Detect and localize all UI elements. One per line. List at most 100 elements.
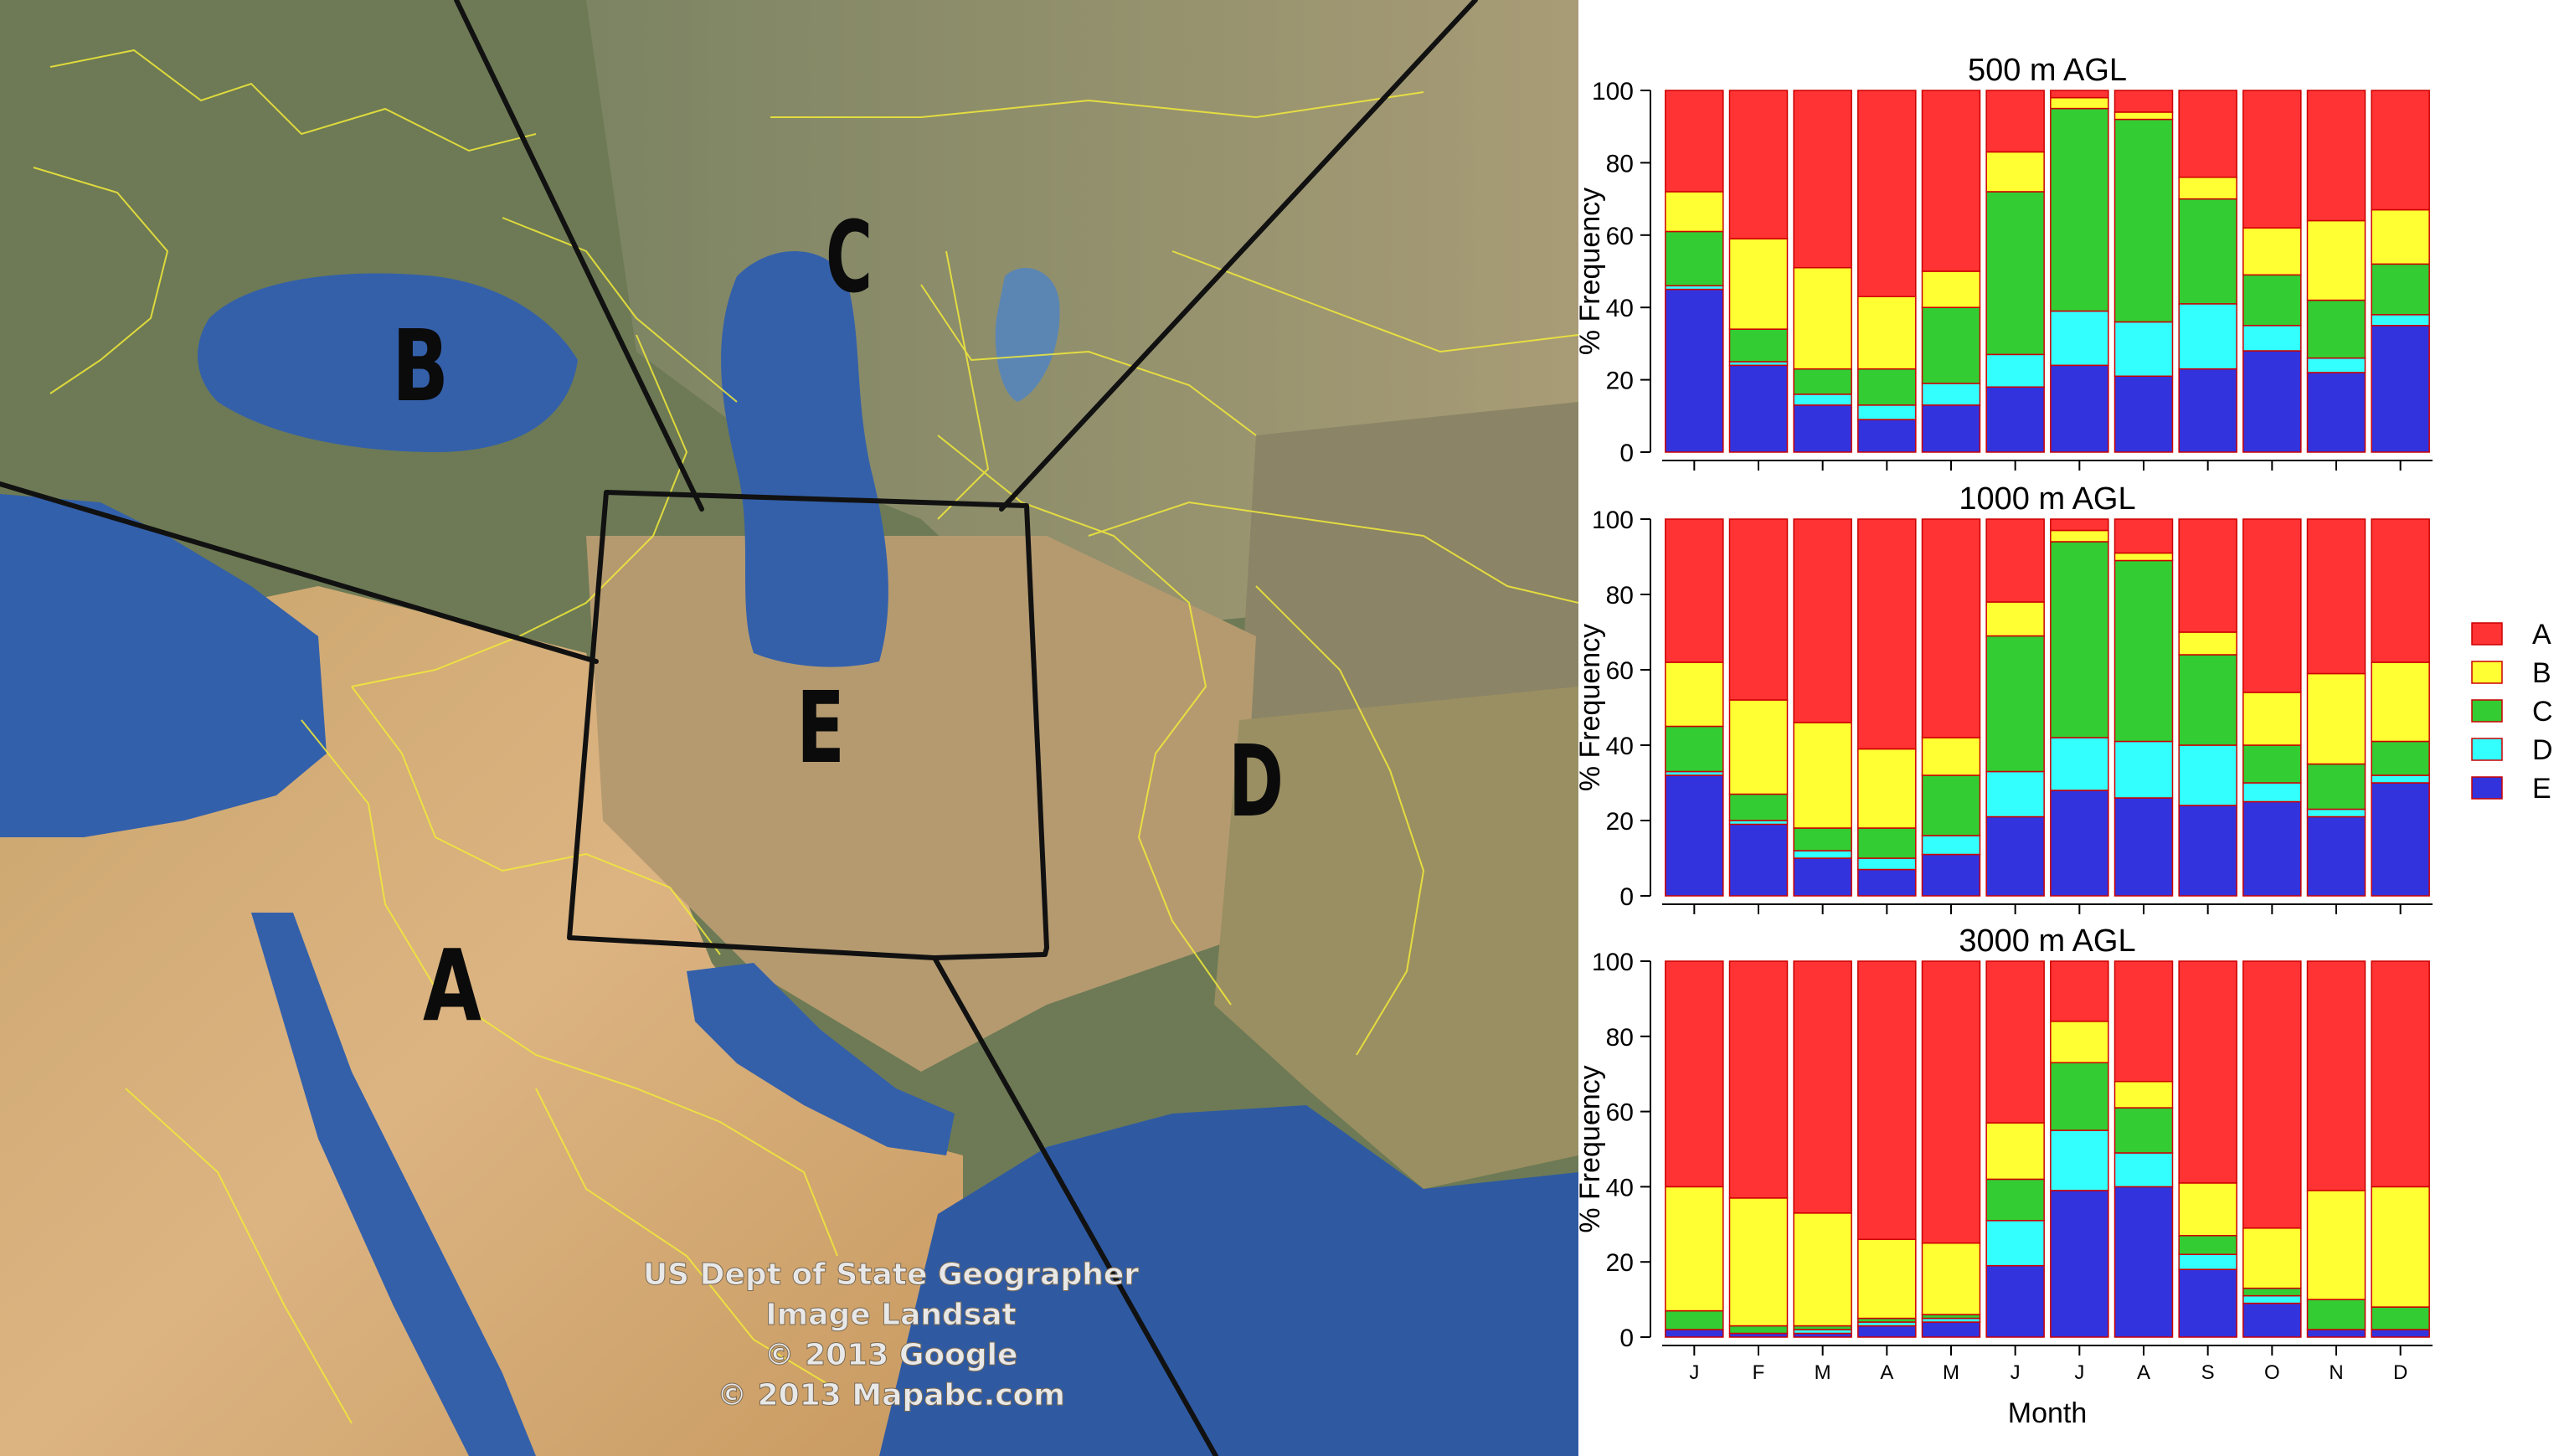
x-tick-label-2-4: M xyxy=(1943,1361,1959,1384)
y-tick-label-0-5: 100 xyxy=(1592,78,1634,105)
bar-segment-0-A-7 xyxy=(2113,90,2174,113)
bar-segment-1-A-10 xyxy=(2306,518,2366,675)
bar-segment-0-E-7 xyxy=(2113,375,2174,453)
attribution-line-1: US Dept of State Geographer xyxy=(643,1258,1139,1292)
attribution-line-4: © 2013 Mapabc.com xyxy=(717,1378,1065,1412)
legend-swatch-B xyxy=(2471,661,2503,684)
bar-segment-0-C-3 xyxy=(1857,368,1917,406)
bar-segment-2-E-0 xyxy=(1665,1329,1724,1338)
bar-segment-1-C-3 xyxy=(1857,827,1917,859)
bar-segment-1-B-10 xyxy=(2306,672,2366,765)
bar-segment-2-E-10 xyxy=(2306,1329,2366,1338)
bar-segment-1-B-5 xyxy=(1985,601,2045,637)
bar-segment-1-A-11 xyxy=(2371,518,2430,663)
bar-segment-1-D-5 xyxy=(1985,770,2045,818)
bar-segment-0-A-1 xyxy=(1728,90,1789,239)
bar-segment-1-E-5 xyxy=(1985,815,2045,897)
bar-segment-2-A-3 xyxy=(1857,960,1917,1241)
bar-segment-1-A-0 xyxy=(1665,518,1724,663)
sector-lines xyxy=(0,0,1478,1456)
bar-segment-0-E-10 xyxy=(2306,372,2366,453)
bar-segment-0-C-11 xyxy=(2371,263,2430,316)
bar-segment-1-E-7 xyxy=(2113,797,2174,897)
legend-swatch-A xyxy=(2471,622,2503,646)
bar-segment-1-E-0 xyxy=(1665,774,1724,897)
x-tick-label-2-7: A xyxy=(2137,1361,2150,1384)
bar-segment-2-B-0 xyxy=(1665,1186,1724,1312)
bar-segment-2-B-10 xyxy=(2306,1190,2366,1300)
bar-segment-0-A-6 xyxy=(2050,90,2109,99)
country-borders xyxy=(33,49,1578,1424)
stacked-bar-charts: 500 m AGL 0 20 40 60 80 100 % Frequency 1000 m A… xyxy=(1578,53,2553,1429)
satellite-map: A B C D E US Dept of State Geographer Im… xyxy=(0,0,1578,1456)
bar-segment-0-C-2 xyxy=(1793,368,1852,395)
bar-segment-2-A-8 xyxy=(2178,960,2237,1184)
y-tick-label-2-4: 80 xyxy=(1606,1024,1634,1052)
bar-segment-1-C-9 xyxy=(2242,744,2302,784)
bar-segment-0-E-11 xyxy=(2371,325,2430,453)
bar-segment-2-B-1 xyxy=(1728,1197,1789,1327)
bar-segment-2-E-11 xyxy=(2371,1329,2430,1338)
bar-segment-0-B-8 xyxy=(2178,176,2237,200)
bar-segment-1-B-8 xyxy=(2178,631,2237,656)
bar-segment-2-C-0 xyxy=(1665,1309,1724,1330)
bar-segment-2-A-1 xyxy=(1728,960,1789,1199)
bar-segment-2-D-8 xyxy=(2178,1253,2237,1270)
legend-label-C: C xyxy=(2532,696,2553,728)
bar-segment-1-C-1 xyxy=(1728,793,1789,821)
bar-segment-0-D-11 xyxy=(2371,314,2430,327)
bar-segment-2-C-9 xyxy=(2242,1287,2302,1297)
legend-swatch-C xyxy=(2471,699,2503,723)
bar-segment-2-E-3 xyxy=(1857,1325,1917,1338)
bar-segment-2-A-4 xyxy=(1921,960,1981,1244)
bar-segment-1-A-9 xyxy=(2242,518,2302,693)
bar-segment-2-C-8 xyxy=(2178,1235,2237,1255)
bar-segment-1-D-7 xyxy=(2113,740,2174,799)
chart-title-1: 1000 m AGL xyxy=(1959,481,2135,517)
bar-segment-1-B-9 xyxy=(2242,692,2302,746)
bar-segment-1-A-2 xyxy=(1793,518,1852,723)
bar-segment-0-E-9 xyxy=(2242,350,2302,453)
bar-segment-1-C-6 xyxy=(2050,541,2109,738)
y-tick-label-0-0: 0 xyxy=(1619,440,1634,467)
y-axis-label-2: % Frequency xyxy=(1578,1065,1606,1232)
bar-segment-0-B-10 xyxy=(2306,219,2366,301)
y-tick-label-0-2: 40 xyxy=(1606,295,1634,322)
bar-segment-2-A-11 xyxy=(2371,960,2430,1188)
x-tick-label-2-2: M xyxy=(1815,1361,1831,1384)
bar-segment-2-E-5 xyxy=(1985,1264,2045,1338)
y-tick-label-2-3: 60 xyxy=(1606,1099,1634,1127)
y-tick-label-1-1: 20 xyxy=(1606,808,1634,836)
x-tick-label-2-9: O xyxy=(2264,1361,2280,1384)
bar-segment-1-C-0 xyxy=(1665,725,1724,773)
bar-segment-0-D-4 xyxy=(1921,383,1981,406)
legend-label-D: D xyxy=(2532,734,2553,766)
bar-segment-0-B-0 xyxy=(1665,191,1724,233)
bar-segment-1-C-10 xyxy=(2306,763,2366,810)
region-label-d: D xyxy=(1228,723,1284,839)
x-tick-label-2-1: F xyxy=(1753,1361,1765,1384)
bar-segment-0-C-10 xyxy=(2306,299,2366,359)
y-tick-label-1-2: 40 xyxy=(1606,733,1634,760)
bar-segment-1-C-8 xyxy=(2178,654,2237,746)
sea-mediterranean xyxy=(0,494,327,837)
bar-segment-2-A-7 xyxy=(2113,960,2174,1083)
bar-segment-0-A-3 xyxy=(1857,90,1917,297)
attribution-line-3: © 2013 Google xyxy=(765,1338,1018,1372)
y-tick-label-1-3: 60 xyxy=(1606,657,1634,685)
bar-segment-1-D-6 xyxy=(2050,737,2109,791)
bar-segment-0-B-9 xyxy=(2242,227,2302,276)
bar-segment-1-D-9 xyxy=(2242,782,2302,803)
bar-segment-0-B-7 xyxy=(2113,111,2174,121)
bar-segment-0-E-0 xyxy=(1665,288,1724,453)
bar-segment-1-B-6 xyxy=(2050,529,2109,543)
y-tick-label-2-2: 40 xyxy=(1606,1174,1634,1201)
bar-segment-2-E-7 xyxy=(2113,1186,2174,1338)
bar-segment-0-D-3 xyxy=(1857,404,1917,420)
bar-segment-1-E-3 xyxy=(1857,868,1917,897)
land-india xyxy=(1214,687,1578,1189)
sea-aral xyxy=(995,268,1060,402)
y-tick-label-2-1: 20 xyxy=(1606,1249,1634,1277)
bar-segment-2-E-4 xyxy=(1921,1321,1981,1338)
bar-segment-0-D-5 xyxy=(1985,353,2045,388)
